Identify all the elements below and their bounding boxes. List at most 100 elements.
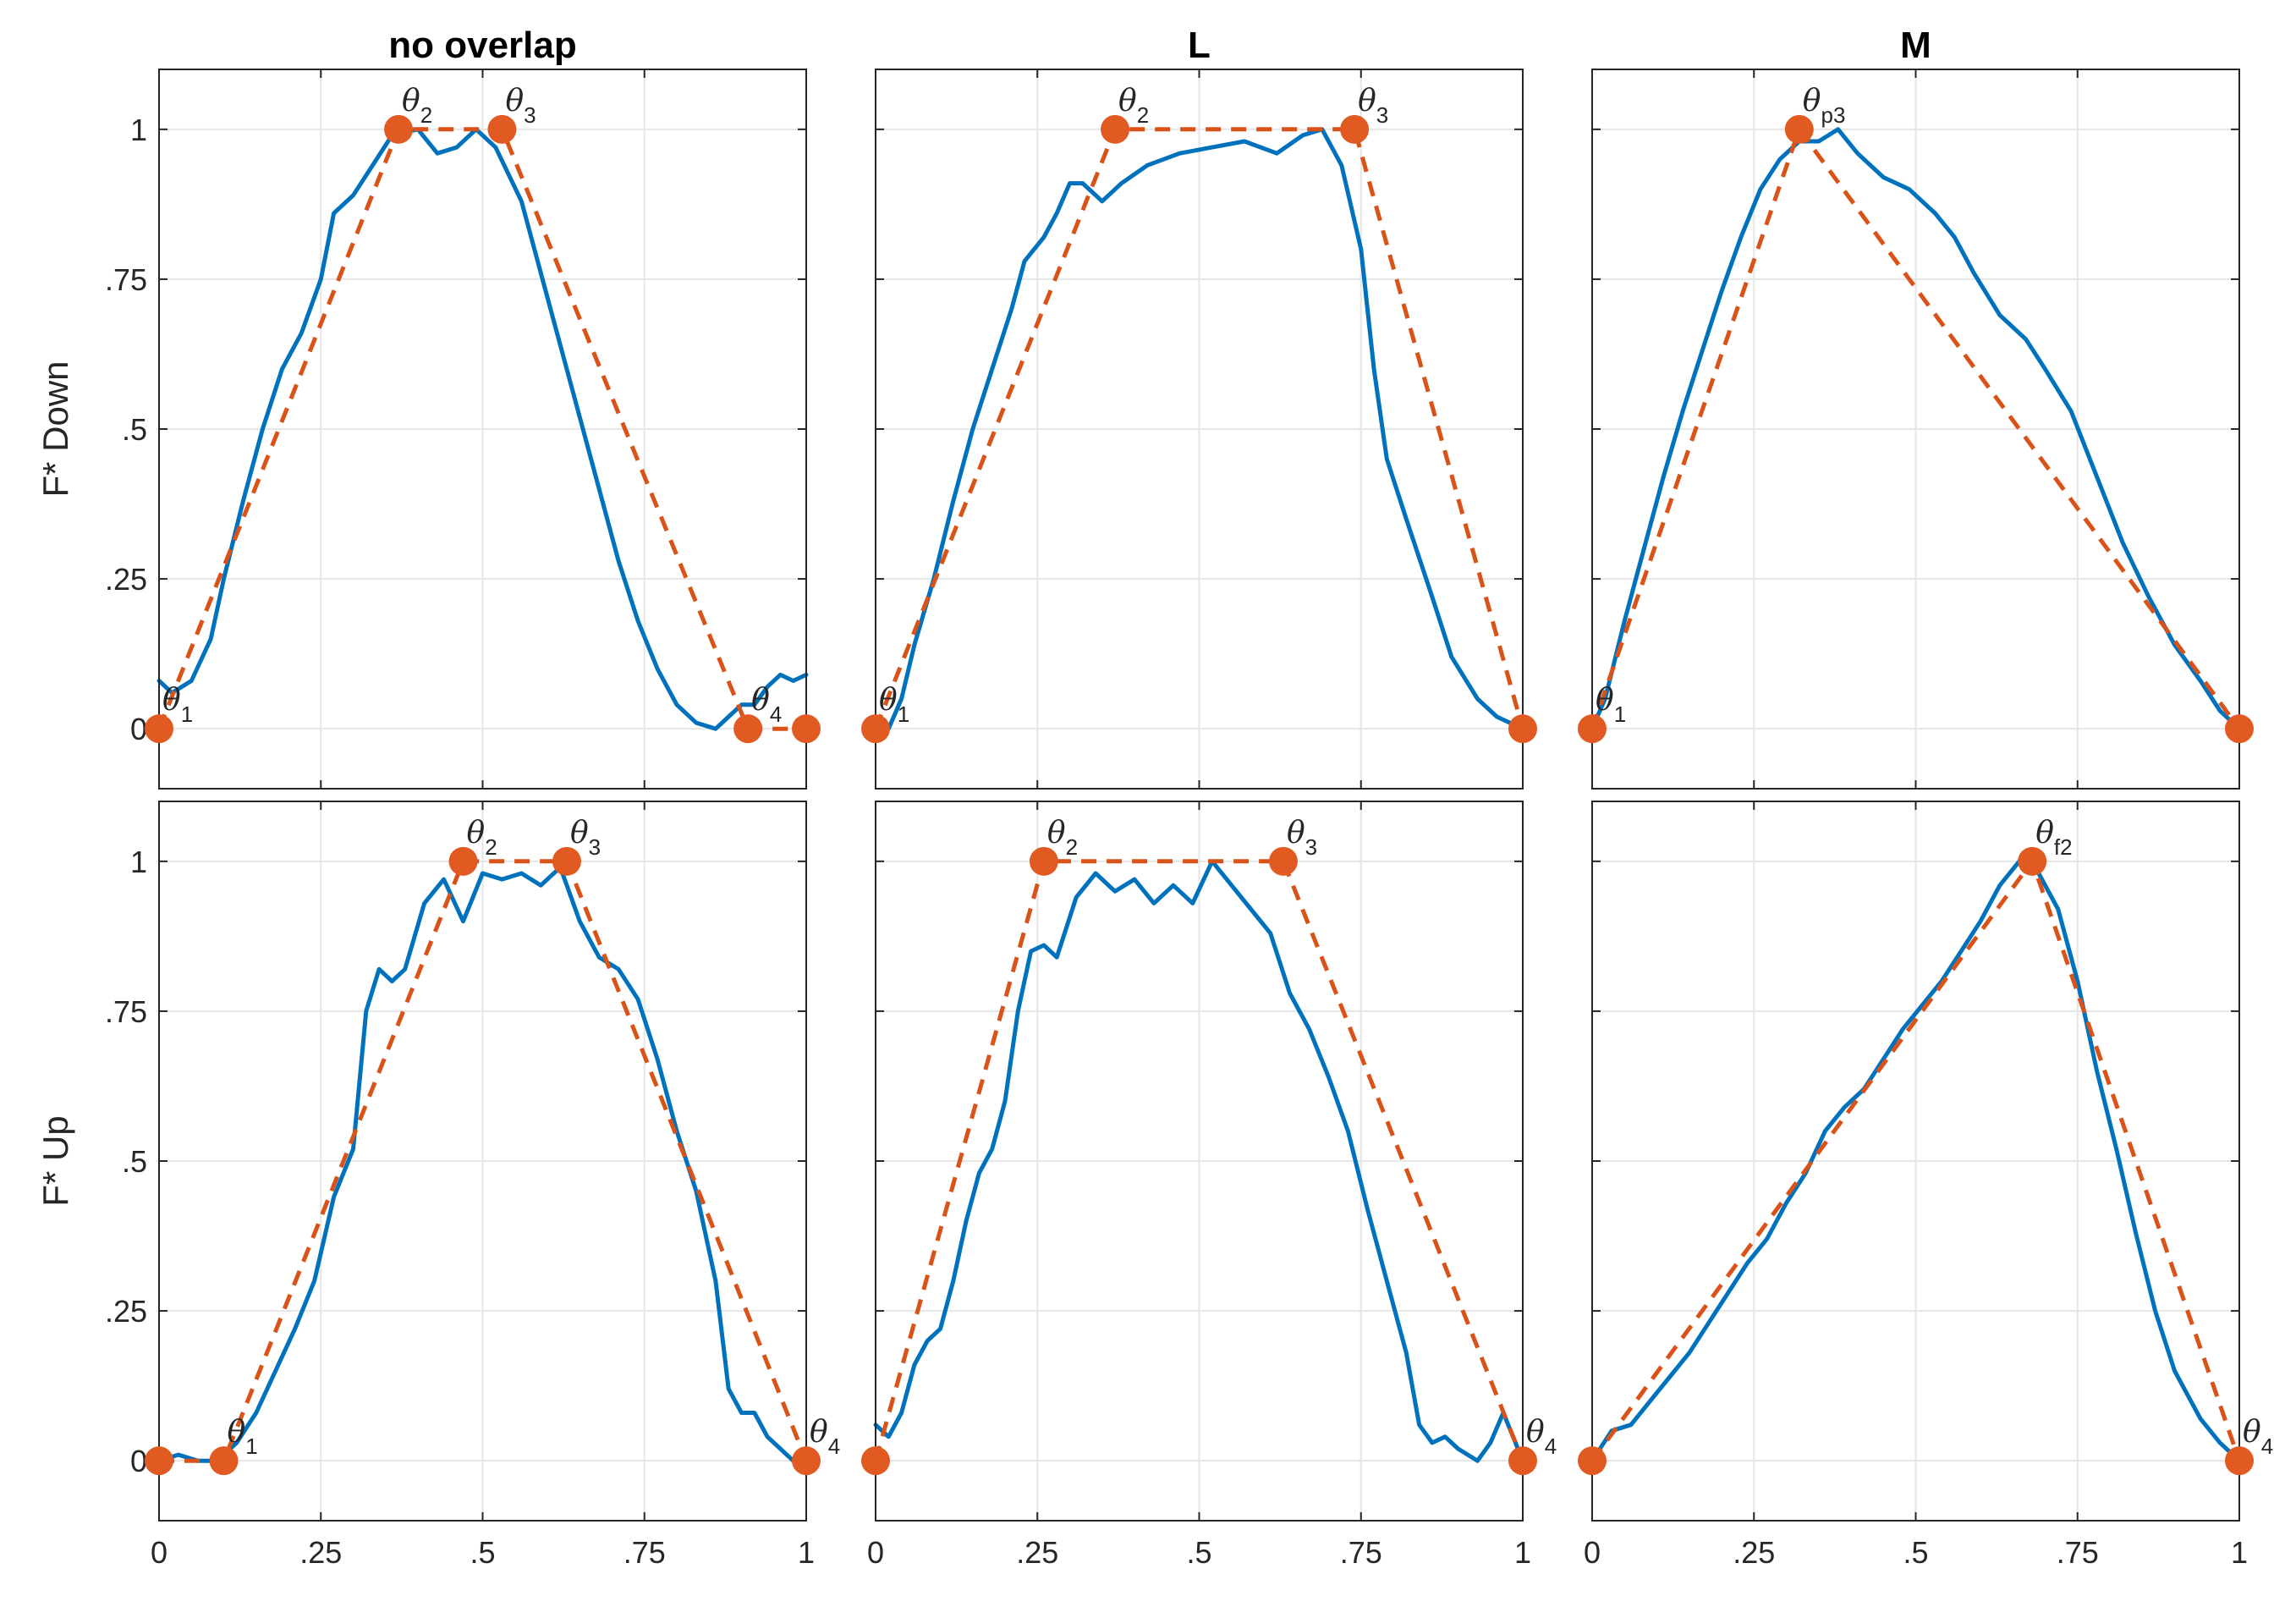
column-title: M (1900, 25, 1931, 66)
parameter-marker (145, 714, 173, 744)
parameter-marker (448, 846, 478, 876)
x-tick-label: .5 (470, 1535, 495, 1570)
empirical-curve (1590, 859, 2242, 1463)
x-tick-label: .75 (1340, 1535, 1382, 1570)
theta-subscript: 3 (1305, 834, 1317, 860)
parameter-marker (1340, 114, 1370, 144)
x-tick-label: 1 (2231, 1535, 2248, 1570)
model-curve (1590, 127, 2242, 730)
x-tick-label: 0 (1584, 1535, 1601, 1570)
y-tick-label: .5 (122, 1144, 147, 1179)
parameter-marker (384, 114, 414, 144)
parameter-marker (1029, 846, 1058, 876)
x-tick-label: .5 (1186, 1535, 1211, 1570)
theta-symbol: θ (1047, 816, 1066, 850)
model-curve (873, 859, 1525, 1462)
parameter-marker (2225, 1446, 2254, 1476)
parameter-marker (733, 714, 763, 744)
empirical-curve (157, 127, 809, 731)
x-tick-label: 0 (867, 1535, 884, 1570)
theta-subscript: 4 (828, 1434, 840, 1459)
theta-label: θ2 (1047, 816, 1078, 860)
x-tick-label: .25 (299, 1535, 342, 1570)
theta-subscript: 4 (2261, 1434, 2273, 1459)
theta-label: θf2 (2035, 816, 2072, 860)
theta-subscript: 1 (181, 702, 193, 727)
parameter-marker (792, 1446, 821, 1476)
theta-symbol: θ (402, 84, 420, 118)
parameter-marker (1578, 1446, 1607, 1476)
theta-label: θ3 (570, 816, 601, 860)
x-tick-label: .25 (1016, 1535, 1058, 1570)
theta-symbol: θ (1358, 84, 1376, 118)
y-tick-label: .5 (122, 412, 147, 447)
theta-label: θ3 (1358, 84, 1388, 128)
x-tick-label: .25 (1733, 1535, 1775, 1570)
parameter-marker (2225, 714, 2254, 744)
theta-symbol: θ (570, 816, 589, 850)
theta-label: θp3 (1803, 84, 1846, 128)
y-tick-label: 0 (130, 1444, 147, 1478)
y-tick-label: .25 (105, 1294, 147, 1329)
parameter-marker (1508, 1446, 1537, 1476)
y-tick-label: 0 (130, 712, 147, 746)
theta-symbol: θ (1803, 84, 1821, 118)
parameter-marker (552, 846, 581, 876)
theta-subscript: 1 (898, 702, 909, 727)
parameter-marker (209, 1446, 239, 1476)
x-tick-label: 1 (798, 1535, 815, 1570)
theta-label: θ1 (162, 683, 193, 727)
theta-subscript: 4 (1545, 1434, 1557, 1459)
theta-symbol: θ (810, 1415, 828, 1450)
theta-symbol: θ (2243, 1415, 2261, 1450)
theta-symbol: θ (879, 683, 898, 718)
parameter-marker (487, 114, 517, 144)
x-tick-label: 0 (151, 1535, 168, 1570)
y-tick-label: .25 (105, 562, 147, 597)
theta-subscript: 2 (420, 102, 432, 128)
theta-subscript: 4 (770, 702, 782, 727)
x-tick-label: .75 (2057, 1535, 2099, 1570)
theta-symbol: θ (467, 816, 486, 850)
theta-subscript: f2 (2054, 834, 2073, 860)
x-tick-label: .5 (1903, 1535, 1928, 1570)
theta-label: θ4 (810, 1415, 840, 1459)
empirical-curve (1590, 127, 2242, 731)
theta-label: θ3 (1287, 816, 1317, 860)
x-tick-label: .75 (623, 1535, 666, 1570)
row-label: F* Up (36, 1115, 75, 1206)
theta-symbol: θ (162, 683, 181, 718)
theta-subscript: 3 (1376, 102, 1388, 128)
theta-subscript: 1 (1614, 702, 1626, 727)
theta-label: θ2 (402, 84, 432, 128)
parameter-marker (861, 1446, 890, 1476)
theta-subscript: 1 (245, 1434, 257, 1459)
theta-symbol: θ (228, 1415, 246, 1450)
y-tick-label: 1 (130, 845, 147, 879)
empirical-curve (157, 865, 809, 1463)
y-tick-label: .75 (105, 994, 147, 1029)
y-tick-label: .75 (105, 262, 147, 297)
parameter-marker (1508, 714, 1537, 744)
model-curve (159, 859, 809, 1463)
theta-label: θ1 (1596, 683, 1626, 727)
theta-subscript: 3 (589, 834, 601, 860)
column-title: L (1188, 25, 1211, 66)
theta-subscript: 2 (1137, 102, 1149, 128)
theta-symbol: θ (2035, 816, 2054, 850)
theta-symbol: θ (1287, 816, 1305, 850)
theta-symbol: θ (505, 84, 524, 118)
empirical-curve (873, 127, 1525, 731)
parameter-marker (861, 714, 890, 744)
theta-label: θ1 (879, 683, 909, 727)
theta-label: θ2 (467, 816, 497, 860)
theta-subscript: p3 (1821, 102, 1845, 128)
theta-label: θ2 (1118, 84, 1149, 128)
theta-symbol: θ (1526, 1415, 1545, 1450)
